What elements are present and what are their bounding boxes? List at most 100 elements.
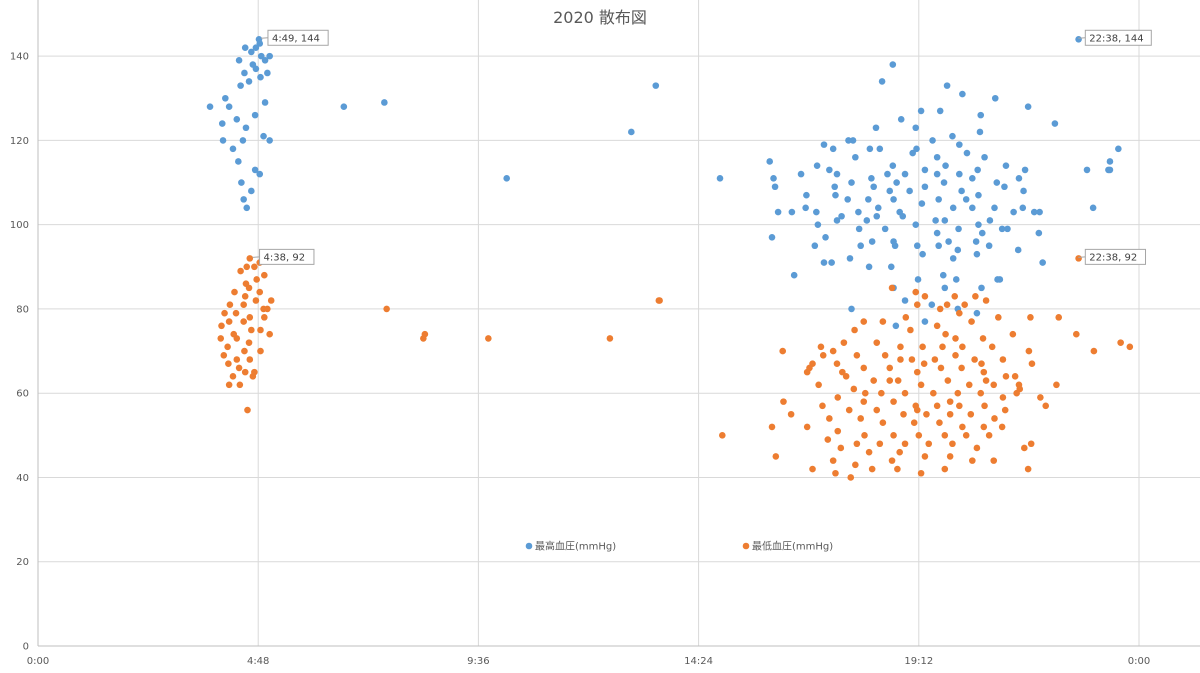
data-point xyxy=(919,250,926,258)
data-point xyxy=(949,204,957,212)
data-point xyxy=(240,318,247,325)
data-point xyxy=(652,82,660,89)
data-point xyxy=(881,351,889,359)
data-point xyxy=(820,259,828,266)
data-point xyxy=(819,351,827,359)
data-point xyxy=(226,301,234,309)
data-point xyxy=(933,153,941,161)
data-point xyxy=(886,187,894,195)
data-point xyxy=(874,204,882,212)
data-point xyxy=(955,225,962,233)
data-point xyxy=(246,356,254,363)
data-point xyxy=(855,208,862,216)
data-point xyxy=(1055,314,1063,321)
data-point xyxy=(998,225,1006,233)
data-point xyxy=(246,314,254,321)
data-point xyxy=(787,410,795,418)
data-point xyxy=(845,137,852,144)
data-point xyxy=(1013,389,1020,397)
data-point xyxy=(965,381,973,389)
data-point xyxy=(1024,465,1032,473)
data-point xyxy=(229,145,237,153)
data-point xyxy=(1036,208,1043,216)
legend-label-max-bp: 最高血圧(mmHg) xyxy=(535,540,616,553)
data-point xyxy=(975,221,982,228)
data-point xyxy=(912,221,920,228)
data-point xyxy=(832,191,839,199)
gridlines xyxy=(38,0,1200,646)
data-point xyxy=(218,120,226,127)
data-point xyxy=(381,99,388,106)
data-point xyxy=(772,453,780,460)
data-point xyxy=(839,368,846,376)
data-point xyxy=(1011,373,1019,380)
data-point xyxy=(802,204,809,212)
data-point xyxy=(1105,166,1112,174)
data-point xyxy=(1083,166,1091,174)
data-point xyxy=(888,284,896,292)
callout-box-1 xyxy=(1084,29,1152,46)
data-point xyxy=(931,356,939,363)
data-point xyxy=(628,128,635,136)
data-point xyxy=(985,432,993,439)
data-point xyxy=(1020,187,1027,195)
data-point xyxy=(921,183,929,191)
data-point xyxy=(252,44,260,52)
data-point xyxy=(889,162,897,169)
data-point xyxy=(840,339,848,346)
data-point xyxy=(257,52,265,60)
data-point xyxy=(952,351,959,359)
data-point xyxy=(1126,343,1134,351)
data-point xyxy=(899,212,907,220)
data-point xyxy=(958,364,965,372)
data-point xyxy=(892,322,900,330)
data-point xyxy=(939,271,947,279)
data-point xyxy=(768,234,776,241)
data-point xyxy=(995,314,1002,321)
data-point xyxy=(257,347,264,355)
data-point xyxy=(887,263,895,271)
data-point xyxy=(766,158,774,165)
data-point xyxy=(917,381,925,389)
data-point xyxy=(1015,175,1023,182)
x-tick-label-3: 14:24 xyxy=(684,656,713,667)
data-point xyxy=(240,301,247,309)
data-point xyxy=(986,217,994,224)
data-point xyxy=(876,440,884,448)
data-point xyxy=(994,276,1001,283)
callout-label-2: 4:38, 92 xyxy=(264,252,306,263)
data-point xyxy=(225,103,233,110)
data-point xyxy=(248,48,255,56)
data-point xyxy=(897,116,905,123)
data-point xyxy=(946,398,954,405)
data-point xyxy=(956,309,963,317)
data-point xyxy=(935,242,942,250)
data-point xyxy=(959,90,966,98)
data-point xyxy=(853,351,861,359)
data-point xyxy=(485,335,492,342)
data-point xyxy=(982,297,990,304)
data-point xyxy=(233,335,241,342)
data-point xyxy=(1051,120,1059,127)
data-point xyxy=(982,377,990,384)
callout-leader-0 xyxy=(260,37,269,39)
data-point xyxy=(251,111,259,119)
data-point xyxy=(225,360,232,368)
data-point xyxy=(819,402,826,410)
data-point xyxy=(1021,444,1028,452)
data-point xyxy=(837,444,845,452)
data-point xyxy=(383,305,390,313)
data-point xyxy=(919,343,926,351)
data-point xyxy=(952,276,960,283)
data-point xyxy=(991,415,998,422)
data-point xyxy=(920,360,928,368)
data-point xyxy=(942,162,949,169)
data-point xyxy=(241,292,249,300)
data-point xyxy=(240,196,247,203)
data-point xyxy=(949,255,957,262)
data-point xyxy=(956,402,963,410)
data-point xyxy=(962,196,970,203)
data-point xyxy=(977,389,985,397)
data-point xyxy=(846,255,854,262)
data-point xyxy=(925,440,933,448)
